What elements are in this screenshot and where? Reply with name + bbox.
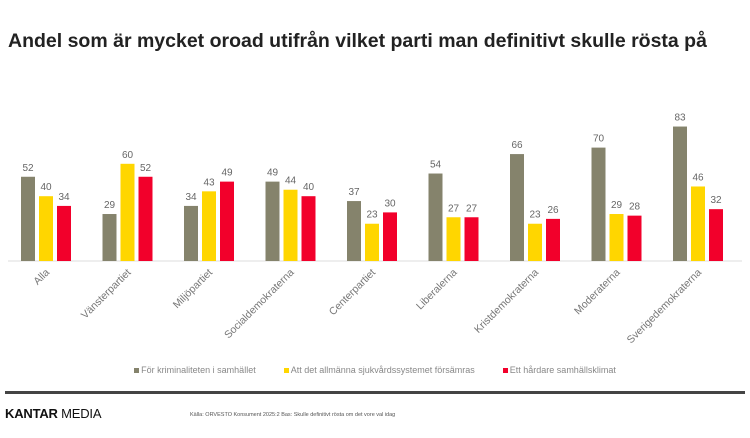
bar <box>347 201 361 261</box>
data-label: 37 <box>348 187 360 198</box>
bar <box>510 154 524 261</box>
data-label: 28 <box>629 202 641 213</box>
data-label: 49 <box>221 168 233 179</box>
bar <box>301 196 316 261</box>
bar <box>21 176 35 261</box>
data-label: 23 <box>529 210 541 221</box>
divider <box>5 391 745 394</box>
category-label: Liberalerna <box>414 267 460 313</box>
bar-chart: 52 40 34 Alla 29 60 52 Vänsterpartiet 34 43 49 Milj… <box>8 113 742 347</box>
data-label: 43 <box>203 177 215 188</box>
data-label: 54 <box>430 160 442 171</box>
logo-light: MEDIA <box>57 406 102 421</box>
kantar-media-logo: KANTAR MEDIA <box>5 406 102 421</box>
logo-bold: KANTAR <box>5 406 58 421</box>
bar <box>591 147 606 261</box>
data-label: 52 <box>140 163 152 174</box>
data-label: 60 <box>122 150 134 161</box>
data-label: 46 <box>692 172 704 183</box>
bar <box>138 176 153 261</box>
data-label: 66 <box>511 140 523 151</box>
bar <box>691 186 705 261</box>
bar <box>57 205 71 261</box>
data-label: 30 <box>384 198 396 209</box>
bar <box>184 205 198 261</box>
data-label: 70 <box>593 134 605 145</box>
data-label: 34 <box>58 192 70 203</box>
legend: För kriminaliteten i samhället Att det al… <box>0 365 750 375</box>
data-label: 29 <box>611 200 623 211</box>
data-label: 44 <box>285 176 297 187</box>
data-label: 27 <box>448 203 460 214</box>
category-label: Kristdemokraterna <box>472 267 541 336</box>
category-label: Moderaterna <box>572 267 623 318</box>
source-note: Källa: ORVESTO Konsument 2025:2 Bas: Sku… <box>190 412 396 418</box>
bar <box>464 217 479 261</box>
chart-title: Andel som är mycket oroad utifrån vilket… <box>8 30 707 52</box>
bar <box>627 215 642 261</box>
bar <box>609 214 624 261</box>
bar <box>120 163 135 261</box>
legend-item: För kriminaliteten i samhället <box>134 365 256 375</box>
data-label: 27 <box>466 203 478 214</box>
legend-item: Ett hårdare samhällsklimat <box>502 365 616 375</box>
data-label: 26 <box>547 205 559 216</box>
category-label: Miljöpartiet <box>171 267 215 311</box>
bar <box>428 173 443 261</box>
bar <box>220 181 234 261</box>
bar <box>102 214 117 261</box>
legend-swatch <box>283 368 289 374</box>
data-label: 83 <box>674 113 686 124</box>
category-label: Vänsterpartiet <box>79 267 134 322</box>
bar <box>383 212 397 261</box>
data-label: 49 <box>267 168 279 179</box>
data-label: 52 <box>22 163 34 174</box>
legend-swatch <box>134 368 140 374</box>
legend-label: Att det allmänna sjukvårdssystemet försä… <box>290 365 475 375</box>
category-label: Centerpartiet <box>327 267 378 318</box>
bar <box>283 189 298 261</box>
bar <box>546 218 560 261</box>
data-label: 32 <box>710 195 722 206</box>
bar <box>265 181 280 261</box>
data-label: 40 <box>40 182 52 193</box>
category-label: Sverigedemokraterna <box>625 267 705 347</box>
legend-label: Ett hårdare samhällsklimat <box>509 365 616 375</box>
data-label: 29 <box>104 200 116 211</box>
bar <box>528 223 542 261</box>
data-label: 40 <box>303 182 315 193</box>
bar <box>446 217 461 261</box>
bar <box>365 223 379 261</box>
legend-item: Att det allmänna sjukvårdssystemet försä… <box>283 365 475 375</box>
category-label: Socialdemokraterna <box>222 267 297 342</box>
legend-label: För kriminaliteten i samhället <box>141 365 256 375</box>
bar <box>673 126 687 261</box>
data-label: 34 <box>185 192 197 203</box>
bar <box>202 191 216 261</box>
bar <box>39 196 53 261</box>
category-label: Alla <box>31 267 52 288</box>
legend-swatch <box>502 368 508 374</box>
data-label: 23 <box>366 210 378 221</box>
bar <box>709 209 723 261</box>
